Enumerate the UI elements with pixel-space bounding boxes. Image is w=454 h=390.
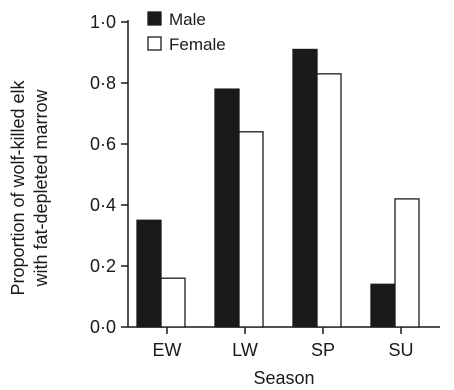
plot-area: 0·0 0·2 0·4 0·6 0·8 1·0 EW LW SP SU Male Female bbox=[90, 10, 440, 360]
x-axis-title: Season bbox=[253, 368, 314, 388]
legend-label-female: Female bbox=[169, 35, 226, 54]
legend-swatch-female bbox=[147, 36, 162, 51]
y-tick-label: 0·6 bbox=[90, 134, 116, 154]
y-tick-label: 0·0 bbox=[90, 317, 116, 337]
x-tick-label: SP bbox=[311, 340, 335, 360]
legend-swatch-male bbox=[147, 11, 162, 26]
y-tick-label: 0·8 bbox=[90, 73, 116, 93]
bar-female-lw bbox=[238, 131, 264, 328]
x-tick-label: SU bbox=[388, 340, 413, 360]
bar-male-su bbox=[370, 283, 396, 328]
y-axis-title-line-1: Proportion of wolf-killed elk bbox=[8, 79, 28, 295]
bar-female-su bbox=[394, 198, 420, 328]
legend-label-male: Male bbox=[169, 10, 206, 29]
x-tick-label: LW bbox=[232, 340, 258, 360]
bar-male-ew bbox=[136, 219, 162, 328]
y-tick-label: 1·0 bbox=[90, 12, 116, 32]
y-axis-title-line-2: with fat-depleted marrow bbox=[31, 88, 51, 287]
bar-female-ew bbox=[160, 277, 186, 328]
y-tick-label: 0·2 bbox=[90, 256, 116, 276]
y-axis-title: Proportion of wolf-killed elk with fat-d… bbox=[8, 79, 51, 295]
y-tick-label: 0·4 bbox=[90, 195, 116, 215]
bar-male-sp bbox=[292, 48, 318, 328]
bar-male-lw bbox=[214, 88, 240, 328]
bar-female-sp bbox=[316, 73, 342, 328]
x-tick-label: EW bbox=[153, 340, 182, 360]
